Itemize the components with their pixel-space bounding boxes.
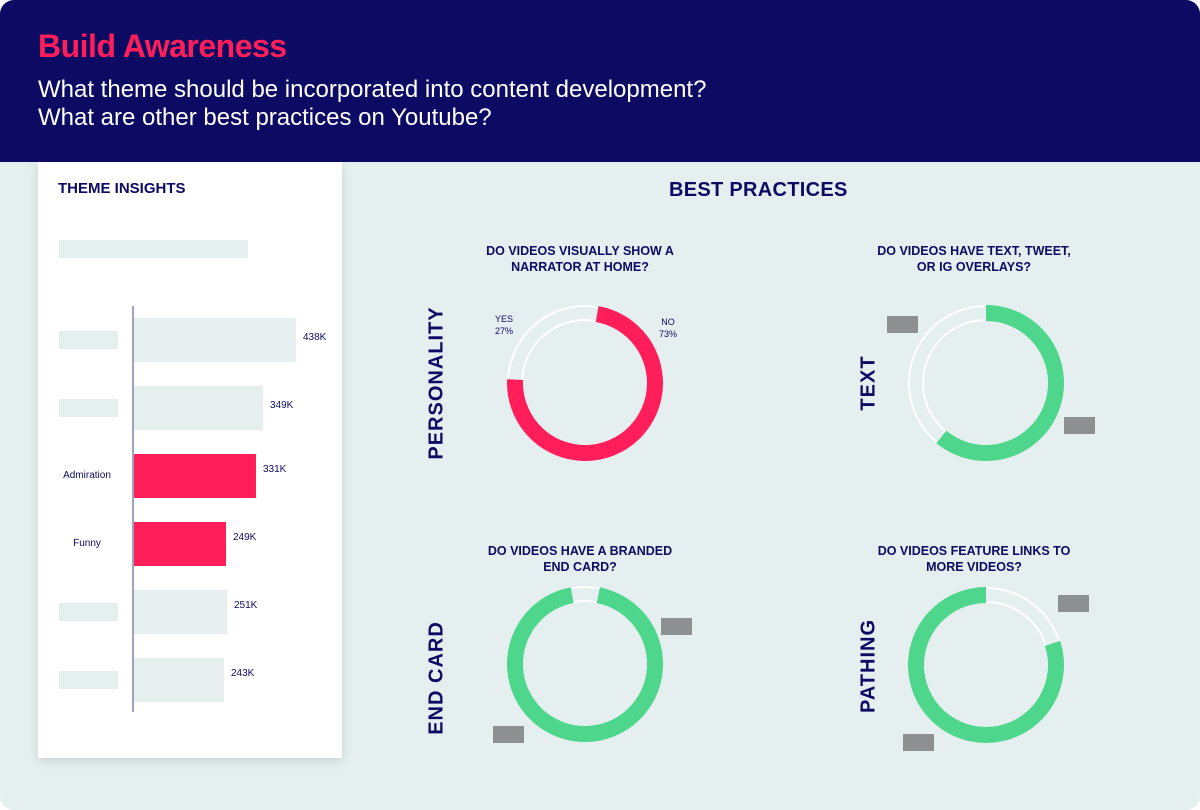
text-question: DO VIDEOS HAVE TEXT, TWEET, OR IG OVERLA… bbox=[864, 243, 1084, 275]
end-card-side-label: END CARD bbox=[425, 621, 448, 735]
donut-filled-segment bbox=[507, 587, 663, 742]
pathing-label-placeholder-1 bbox=[1058, 595, 1089, 612]
end-card-question-line-2: END CARD? bbox=[543, 560, 617, 574]
bar-category-placeholder bbox=[59, 603, 118, 621]
bar-axis-line bbox=[132, 306, 134, 712]
personality-question: DO VIDEOS VISUALLY SHOW A NARRATOR AT HO… bbox=[470, 243, 690, 275]
page-subtitle: What theme should be incorporated into c… bbox=[38, 76, 706, 132]
yes-value-text: 27% bbox=[494, 326, 513, 336]
pathing-side-label: PATHING bbox=[857, 618, 880, 714]
pathing-label-placeholder-2 bbox=[903, 734, 934, 751]
theme-bar bbox=[134, 386, 263, 430]
end-card-donut bbox=[507, 586, 663, 742]
bar-value-label: 249K bbox=[233, 532, 257, 543]
pathing-question-line-1: DO VIDEOS FEATURE LINKS TO bbox=[877, 544, 1071, 558]
text-question-line-2: OR IG OVERLAYS? bbox=[916, 260, 1032, 274]
subtitle-placeholder bbox=[59, 240, 248, 258]
page-title: Build Awareness bbox=[38, 28, 287, 64]
theme-insights-title: THEME INSIGHTS bbox=[58, 180, 186, 197]
personality-side-label: PERSONALITY bbox=[425, 306, 448, 460]
bar-category-placeholder bbox=[59, 399, 118, 417]
personality-question-line-2: NARRATOR AT HOME? bbox=[511, 260, 649, 274]
bar-category-placeholder bbox=[59, 331, 118, 349]
subtitle-line-2: What are other best practices on Youtube… bbox=[38, 104, 492, 131]
personality-question-line-1: DO VIDEOS VISUALLY SHOW A bbox=[486, 244, 674, 258]
donut-filled-segment bbox=[936, 305, 1064, 461]
bar-value-label: 251K bbox=[234, 600, 258, 611]
pathing-question: DO VIDEOS FEATURE LINKS TO MORE VIDEOS? bbox=[864, 543, 1084, 575]
bar-value-label: 243K bbox=[231, 668, 255, 679]
personality-yes-label: YES 27% bbox=[486, 313, 522, 337]
header-banner: Build Awareness What theme should be inc… bbox=[0, 0, 1200, 162]
pathing-question-line-2: MORE VIDEOS? bbox=[926, 560, 1022, 574]
no-value-text: 73% bbox=[658, 329, 677, 339]
end-card-label-placeholder-2 bbox=[493, 726, 524, 743]
theme-bar bbox=[134, 318, 296, 362]
best-practices-title: BEST PRACTICES bbox=[669, 179, 848, 201]
theme-bar bbox=[134, 454, 256, 498]
text-label-placeholder-1 bbox=[887, 316, 918, 333]
end-card-question: DO VIDEOS HAVE A BRANDED END CARD? bbox=[470, 543, 690, 575]
personality-donut bbox=[507, 305, 663, 461]
theme-bar bbox=[134, 522, 226, 566]
theme-bar-chart: 438K 349K 331K Admiration 249K Funny 251K 243K bbox=[38, 162, 342, 758]
bar-value-label: 331K bbox=[263, 464, 287, 475]
subtitle-line-1: What theme should be incorporated into c… bbox=[38, 76, 707, 103]
theme-insights-panel: THEME INSIGHTS 438K 349K 331K Admiration 249… bbox=[38, 162, 342, 758]
text-side-label: TEXT bbox=[857, 355, 880, 411]
bar-category-label: Admiration bbox=[63, 470, 111, 481]
no-label-text: NO bbox=[661, 317, 675, 327]
personality-no-label: NO 73% bbox=[650, 316, 686, 340]
pathing-donut bbox=[908, 587, 1064, 743]
text-question-line-1: DO VIDEOS HAVE TEXT, TWEET, bbox=[877, 244, 1071, 258]
theme-bar bbox=[134, 590, 227, 634]
text-donut bbox=[908, 305, 1064, 461]
text-label-placeholder-2 bbox=[1064, 417, 1095, 434]
theme-bar bbox=[134, 658, 224, 702]
bar-category-label: Funny bbox=[73, 538, 101, 549]
bar-category-placeholder bbox=[59, 671, 118, 689]
end-card-label-placeholder-1 bbox=[661, 618, 692, 635]
yes-label-text: YES bbox=[494, 314, 513, 324]
bar-value-label: 438K bbox=[303, 332, 327, 343]
bar-value-label: 349K bbox=[270, 400, 294, 411]
end-card-question-line-1: DO VIDEOS HAVE A BRANDED bbox=[487, 544, 673, 558]
